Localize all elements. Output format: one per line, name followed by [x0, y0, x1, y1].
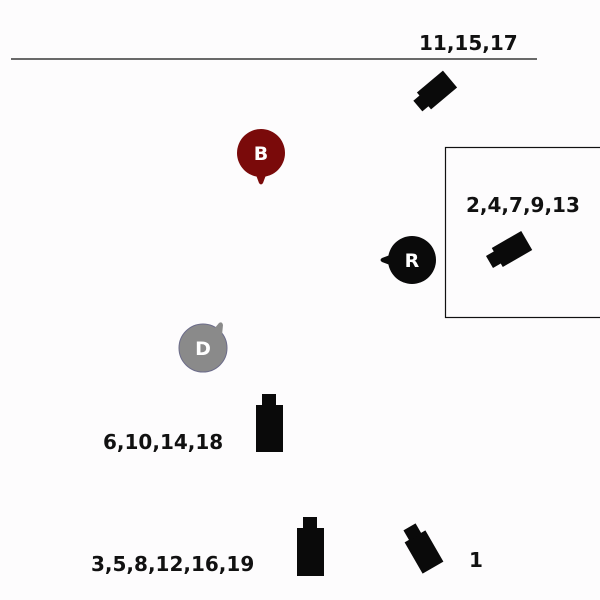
camera-label: 1	[469, 548, 483, 572]
camera-label: 6,10,14,18	[103, 430, 223, 454]
camera-label: 2,4,7,9,13	[466, 193, 580, 217]
marker-d-icon: D	[178, 322, 228, 373]
camera-label: 3,5,8,12,16,19	[91, 552, 254, 576]
camera-icon	[413, 70, 458, 112]
marker-b-label: B	[254, 143, 268, 165]
camera-icon	[403, 523, 444, 574]
camera-zone-box	[444, 146, 600, 319]
marker-d-label: D	[195, 338, 211, 360]
camera-icon	[256, 394, 283, 452]
marker-r-icon: R	[380, 236, 436, 284]
camera-icon	[297, 517, 324, 576]
marker-r-label: R	[405, 250, 420, 272]
camera-icon	[485, 230, 533, 269]
camera-label: 11,15,17	[419, 31, 518, 55]
marker-b-icon: B	[237, 129, 285, 185]
